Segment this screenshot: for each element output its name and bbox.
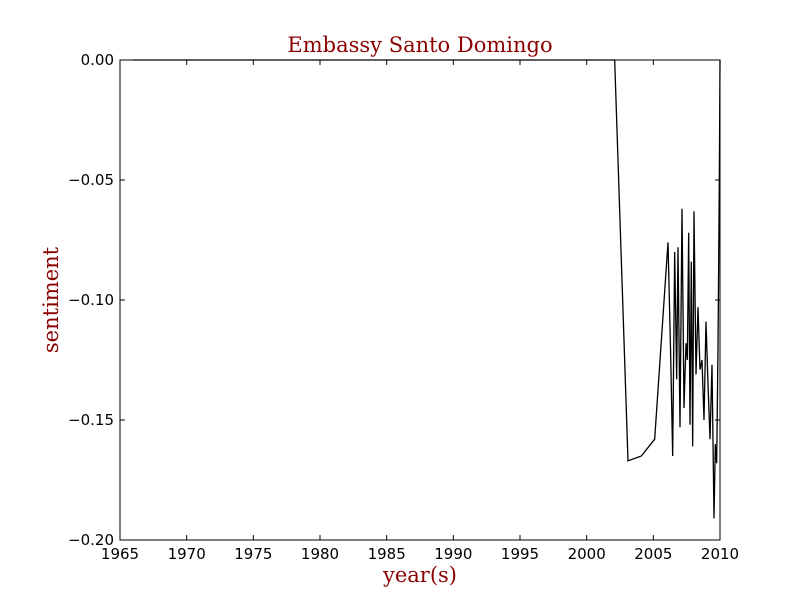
x-tick-label: 2010 bbox=[701, 545, 739, 563]
plot-area-frame bbox=[119, 59, 721, 541]
y-tick-label: −0.05 bbox=[68, 171, 114, 189]
series-line bbox=[133, 59, 721, 519]
x-tick-label: 2000 bbox=[568, 545, 606, 563]
x-tick-label: 1990 bbox=[434, 545, 472, 563]
x-tick-label: 1965 bbox=[101, 545, 139, 563]
y-tick-label: 0.00 bbox=[81, 51, 114, 69]
x-tick-label: 1980 bbox=[301, 545, 339, 563]
y-tick-label: −0.15 bbox=[68, 411, 114, 429]
y-tick-label: −0.10 bbox=[68, 291, 114, 309]
y-axis-label-group: sentiment bbox=[39, 246, 63, 353]
series-group bbox=[133, 59, 721, 519]
x-tick-label: 1975 bbox=[234, 545, 272, 563]
x-tick-label: 1985 bbox=[368, 545, 406, 563]
ticks-group: 1965 1970 1975 1980 1985 1990 1995 2000 2005 2010… bbox=[68, 51, 739, 563]
x-tick-label: 2005 bbox=[634, 545, 672, 563]
y-tick-label: −0.20 bbox=[68, 531, 114, 549]
x-axis-label: year(s) bbox=[382, 563, 457, 587]
chart-title: Embassy Santo Domingo bbox=[287, 33, 552, 57]
y-axis-label: sentiment bbox=[39, 246, 63, 353]
x-tick-label: 1995 bbox=[501, 545, 539, 563]
x-tick-label: 1970 bbox=[168, 545, 206, 563]
